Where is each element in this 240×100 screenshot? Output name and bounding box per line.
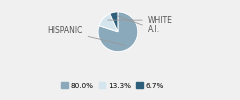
Wedge shape [110, 12, 118, 32]
Text: HISPANIC: HISPANIC [47, 26, 126, 45]
Text: WHITE: WHITE [108, 16, 173, 25]
Wedge shape [99, 14, 118, 32]
Legend: 80.0%, 13.3%, 6.7%: 80.0%, 13.3%, 6.7% [59, 79, 167, 92]
Text: A.I.: A.I. [117, 16, 160, 34]
Wedge shape [98, 12, 138, 52]
